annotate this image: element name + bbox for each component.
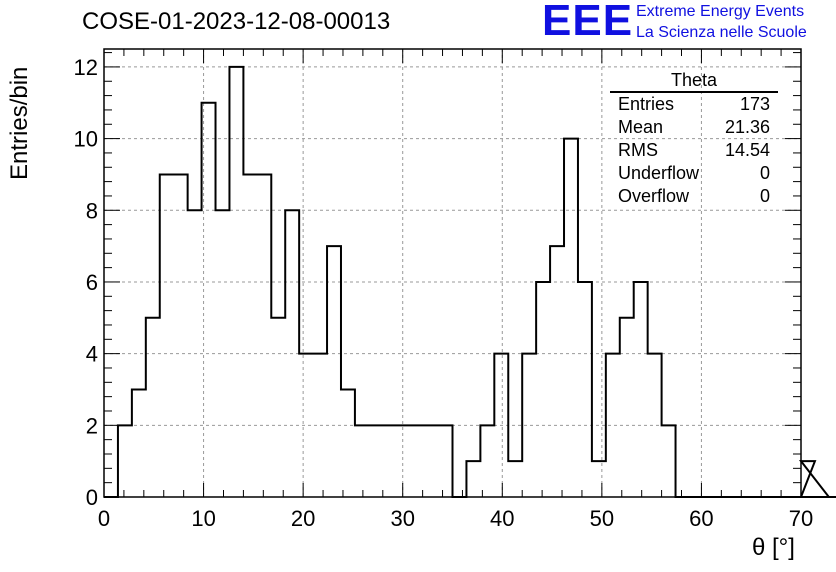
stats-entries-value: 173 bbox=[739, 94, 770, 114]
x-tick-label: 0 bbox=[98, 506, 110, 531]
x-tick-label: 10 bbox=[191, 506, 215, 531]
stats-row-overflow: Overflow 0 bbox=[610, 185, 778, 208]
y-tick-label: 0 bbox=[86, 485, 98, 510]
stats-underflow-value: 0 bbox=[759, 163, 770, 183]
logo-line-1: Extreme Energy Events bbox=[636, 3, 805, 20]
stats-mean-value: 21.36 bbox=[724, 117, 770, 137]
plot-frame bbox=[103, 48, 802, 498]
stats-box: Theta Entries 173 Mean 21.36 RMS 14.54 U… bbox=[610, 70, 778, 208]
stats-mean-label: Mean bbox=[618, 117, 664, 137]
y-tick-label: 12 bbox=[74, 55, 98, 80]
y-axis-label: Entries/bin bbox=[6, 66, 33, 180]
stats-entries-label: Entries bbox=[618, 94, 675, 114]
chart-title: COSE-01-2023-12-08-00013 bbox=[82, 8, 391, 35]
y-tick-label: 10 bbox=[74, 127, 98, 152]
eee-logo-mark: EEE bbox=[542, 0, 634, 45]
stats-underflow-label: Underflow bbox=[618, 163, 700, 183]
stats-row-entries: Entries 173 bbox=[610, 93, 778, 116]
x-tick-label: 20 bbox=[291, 506, 315, 531]
y-tick-label: 4 bbox=[86, 342, 98, 367]
logo-line-2: La Scienza nelle Scuole bbox=[636, 24, 807, 41]
stats-overflow-label: Overflow bbox=[618, 186, 690, 206]
y-tick-label: 8 bbox=[86, 198, 98, 223]
stats-overflow-value: 0 bbox=[759, 186, 770, 206]
stats-row-rms: RMS 14.54 bbox=[610, 139, 778, 162]
y-tick-label: 2 bbox=[86, 413, 98, 438]
stats-row-underflow: Underflow 0 bbox=[610, 162, 778, 185]
stats-rms-value: 14.54 bbox=[724, 140, 770, 160]
stats-rms-label: RMS bbox=[618, 140, 658, 160]
x-axis-label: θ [°] bbox=[752, 534, 795, 561]
x-tick-label: 30 bbox=[390, 506, 414, 531]
x-tick-label: 70 bbox=[789, 506, 813, 531]
stats-row-mean: Mean 21.36 bbox=[610, 116, 778, 139]
x-tick-label: 40 bbox=[490, 506, 514, 531]
y-tick-label: 6 bbox=[86, 270, 98, 295]
x-tick-label: 60 bbox=[689, 506, 713, 531]
x-tick-label: 50 bbox=[590, 506, 614, 531]
stats-title: Theta bbox=[610, 70, 778, 93]
histogram-line bbox=[104, 65, 836, 498]
